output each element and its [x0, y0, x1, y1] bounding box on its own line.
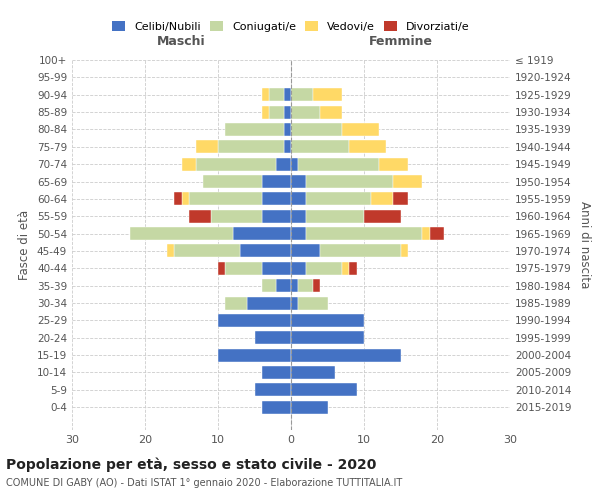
Bar	[401, 244, 408, 258]
Bar	[291, 332, 364, 344]
Bar	[189, 192, 262, 205]
Bar	[167, 244, 174, 258]
Bar	[262, 175, 291, 188]
Bar	[218, 348, 291, 362]
Bar	[284, 88, 291, 101]
Bar	[269, 88, 284, 101]
Bar	[182, 158, 196, 170]
Text: Popolazione per età, sesso e stato civile - 2020: Popolazione per età, sesso e stato civil…	[6, 458, 376, 472]
Bar	[393, 192, 408, 205]
Bar	[240, 244, 291, 258]
Bar	[226, 262, 262, 275]
Bar	[174, 244, 240, 258]
Bar	[305, 192, 371, 205]
Text: COMUNE DI GABY (AO) - Dati ISTAT 1° gennaio 2020 - Elaborazione TUTTITALIA.IT: COMUNE DI GABY (AO) - Dati ISTAT 1° genn…	[6, 478, 402, 488]
Bar	[371, 192, 393, 205]
Bar	[291, 158, 298, 170]
Bar	[218, 140, 284, 153]
Bar	[379, 158, 408, 170]
Bar	[218, 262, 226, 275]
Bar	[247, 296, 291, 310]
Text: Maschi: Maschi	[157, 35, 206, 48]
Bar	[291, 314, 364, 327]
Bar	[291, 88, 313, 101]
Bar	[393, 175, 422, 188]
Bar	[291, 384, 356, 396]
Bar	[291, 140, 349, 153]
Bar	[422, 227, 430, 240]
Bar	[298, 158, 379, 170]
Bar	[254, 384, 291, 396]
Bar	[291, 123, 342, 136]
Bar	[305, 227, 422, 240]
Y-axis label: Fasce di età: Fasce di età	[19, 210, 31, 280]
Bar	[364, 210, 401, 223]
Bar	[291, 175, 305, 188]
Bar	[130, 227, 233, 240]
Bar	[262, 279, 277, 292]
Bar	[349, 140, 386, 153]
Bar	[430, 227, 444, 240]
Bar	[284, 123, 291, 136]
Bar	[226, 296, 247, 310]
Bar	[182, 192, 189, 205]
Bar	[291, 296, 298, 310]
Bar	[277, 279, 291, 292]
Bar	[262, 400, 291, 413]
Bar	[262, 106, 269, 118]
Bar	[305, 262, 342, 275]
Bar	[291, 210, 305, 223]
Bar	[284, 106, 291, 118]
Legend: Celibi/Nubili, Coniugati/e, Vedovi/e, Divorziati/e: Celibi/Nubili, Coniugati/e, Vedovi/e, Di…	[109, 18, 473, 35]
Bar	[305, 210, 364, 223]
Bar	[211, 210, 262, 223]
Bar	[269, 106, 284, 118]
Bar	[291, 400, 328, 413]
Bar	[298, 296, 328, 310]
Bar	[313, 279, 320, 292]
Bar	[291, 279, 298, 292]
Bar	[291, 227, 305, 240]
Bar	[254, 332, 291, 344]
Y-axis label: Anni di nascita: Anni di nascita	[578, 202, 591, 288]
Bar	[262, 366, 291, 379]
Bar	[233, 227, 291, 240]
Bar	[298, 279, 313, 292]
Text: Femmine: Femmine	[368, 35, 433, 48]
Bar	[189, 210, 211, 223]
Bar	[349, 262, 356, 275]
Bar	[196, 158, 277, 170]
Bar	[277, 158, 291, 170]
Bar	[342, 123, 379, 136]
Bar	[320, 106, 342, 118]
Bar	[262, 192, 291, 205]
Bar	[262, 262, 291, 275]
Bar	[262, 210, 291, 223]
Bar	[196, 140, 218, 153]
Bar	[218, 314, 291, 327]
Bar	[174, 192, 182, 205]
Bar	[291, 244, 320, 258]
Bar	[291, 348, 401, 362]
Bar	[226, 123, 284, 136]
Bar	[320, 244, 401, 258]
Bar	[291, 366, 335, 379]
Bar	[291, 106, 320, 118]
Bar	[203, 175, 262, 188]
Bar	[291, 192, 305, 205]
Bar	[291, 262, 305, 275]
Bar	[284, 140, 291, 153]
Bar	[262, 88, 269, 101]
Bar	[313, 88, 342, 101]
Bar	[305, 175, 393, 188]
Bar	[342, 262, 349, 275]
